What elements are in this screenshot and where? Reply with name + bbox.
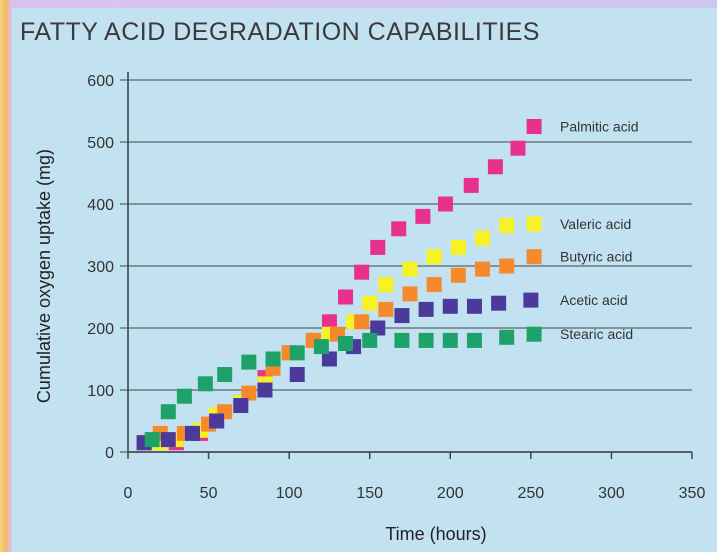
data-point-butyric-acid xyxy=(475,261,491,277)
data-point-stearic-acid xyxy=(217,367,233,382)
data-point-stearic-acid xyxy=(394,332,410,348)
data-point-valeric-acid xyxy=(362,295,378,311)
x-tick-label: 300 xyxy=(598,485,625,502)
data-point-acetic-acid xyxy=(160,432,176,448)
data-point-acetic-acid xyxy=(491,295,507,311)
data-point-palmitic-acid xyxy=(463,177,479,193)
data-point-acetic-acid xyxy=(233,398,249,413)
data-point-valeric-acid xyxy=(475,230,491,246)
data-point-stearic-acid xyxy=(144,432,160,448)
data-point-valeric-acid xyxy=(526,216,542,232)
chart-title: FATTY ACID DEGRADATION CAPABILITIES xyxy=(20,18,540,46)
data-point-stearic-acid xyxy=(442,332,458,348)
data-point-valeric-acid xyxy=(378,277,394,293)
y-tick-label: 200 xyxy=(87,321,114,338)
x-tick-label: 100 xyxy=(276,485,303,502)
data-point-stearic-acid xyxy=(418,332,434,348)
data-point-stearic-acid xyxy=(160,404,176,420)
data-point-palmitic-acid xyxy=(338,289,354,305)
data-point-acetic-acid xyxy=(184,425,200,441)
data-point-palmitic-acid xyxy=(526,119,542,134)
data-point-palmitic-acid xyxy=(354,264,370,280)
data-point-stearic-acid xyxy=(466,332,482,348)
y-tick-label: 400 xyxy=(87,197,114,214)
y-tick-label: 600 xyxy=(87,73,114,90)
data-point-butyric-acid xyxy=(499,258,515,274)
data-point-stearic-acid xyxy=(289,345,305,361)
data-point-stearic-acid xyxy=(313,339,329,355)
data-point-palmitic-acid xyxy=(415,208,431,224)
data-point-stearic-acid xyxy=(526,326,542,342)
data-point-stearic-acid xyxy=(241,354,257,370)
y-tick-label: 0 xyxy=(105,445,114,462)
data-point-butyric-acid xyxy=(426,277,442,293)
x-tick-label: 50 xyxy=(200,485,218,502)
data-point-palmitic-acid xyxy=(321,314,337,330)
data-point-acetic-acid xyxy=(466,298,482,314)
y-axis-label: Cumulative oxygen uptake (mg) xyxy=(34,149,54,403)
data-point-palmitic-acid xyxy=(510,140,526,156)
data-point-valeric-acid xyxy=(499,218,515,234)
data-point-valeric-acid xyxy=(402,261,418,277)
series-label: Palmitic acid xyxy=(560,119,639,135)
data-point-palmitic-acid xyxy=(487,159,503,175)
y-tick-label: 100 xyxy=(87,383,114,400)
series-label: Stearic acid xyxy=(560,326,633,342)
y-tick-label: 500 xyxy=(87,135,114,152)
data-point-butyric-acid xyxy=(354,314,370,330)
data-point-stearic-acid xyxy=(338,336,354,351)
series-label: Butyric acid xyxy=(560,249,632,265)
data-point-palmitic-acid xyxy=(391,221,407,237)
data-point-stearic-acid xyxy=(362,332,378,348)
data-point-acetic-acid xyxy=(442,298,458,314)
data-point-stearic-acid xyxy=(197,376,213,392)
data-point-stearic-acid xyxy=(176,388,192,404)
data-point-valeric-acid xyxy=(450,239,466,255)
x-tick-label: 250 xyxy=(518,485,545,502)
data-point-acetic-acid xyxy=(418,301,434,317)
x-tick-label: 150 xyxy=(356,485,383,502)
x-tick-label: 350 xyxy=(679,485,706,502)
data-point-acetic-acid xyxy=(289,367,305,382)
data-point-acetic-acid xyxy=(257,382,273,398)
x-tick-label: 0 xyxy=(124,485,133,502)
x-axis-label: Time (hours) xyxy=(385,524,486,544)
data-point-palmitic-acid xyxy=(370,239,386,255)
data-point-valeric-acid xyxy=(426,249,442,265)
data-point-butyric-acid xyxy=(378,301,394,317)
data-point-acetic-acid xyxy=(523,292,539,308)
data-point-butyric-acid xyxy=(526,249,542,265)
data-point-stearic-acid xyxy=(265,351,281,367)
data-point-acetic-acid xyxy=(394,308,410,324)
y-tick-label: 300 xyxy=(87,259,114,276)
data-point-acetic-acid xyxy=(209,413,225,429)
data-point-butyric-acid xyxy=(241,385,257,401)
data-point-butyric-acid xyxy=(402,286,418,302)
data-point-acetic-acid xyxy=(370,320,386,336)
chart-panel xyxy=(12,8,717,552)
data-point-butyric-acid xyxy=(450,267,466,283)
x-tick-label: 200 xyxy=(437,485,464,502)
series-label: Valeric acid xyxy=(560,216,631,232)
series-label: Acetic acid xyxy=(560,292,628,308)
data-point-stearic-acid xyxy=(499,329,515,345)
data-point-acetic-acid xyxy=(321,351,337,367)
data-point-palmitic-acid xyxy=(437,196,453,212)
